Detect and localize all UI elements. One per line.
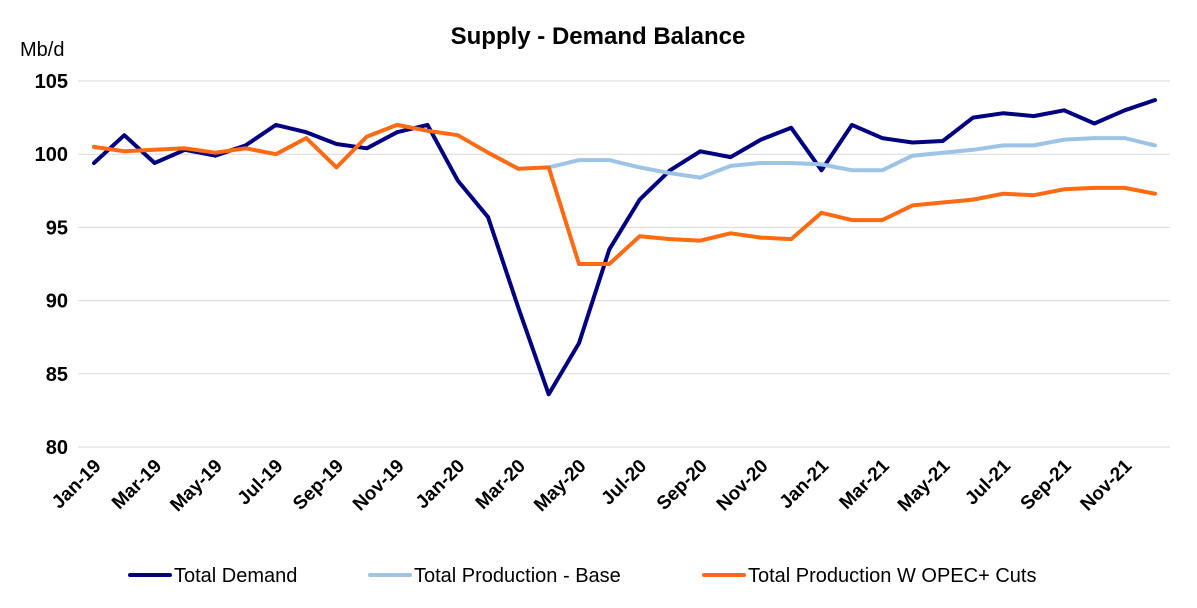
x-tick-label: Sep-20 xyxy=(653,456,712,515)
y-axis-ticks: 80 85 90 95 100 105 xyxy=(35,71,68,459)
chart-title: Supply - Demand Balance xyxy=(451,23,746,50)
x-tick-label: Mar-21 xyxy=(836,455,894,513)
x-tick-label: Jul-21 xyxy=(961,455,1015,509)
legend-label-3: Total Production W OPEC+ Cuts xyxy=(748,565,1036,587)
x-tick-label: Sep-19 xyxy=(289,456,348,515)
y-tick-label: 105 xyxy=(35,71,68,93)
series-line-2 xyxy=(546,136,1157,180)
y-tick-label: 85 xyxy=(46,364,68,386)
x-tick-label: May-19 xyxy=(166,456,226,516)
x-tick-label: Jan-20 xyxy=(412,456,469,513)
x-tick-label: May-20 xyxy=(530,456,590,516)
series-line-1 xyxy=(92,98,1157,397)
x-tick-label: Mar-20 xyxy=(472,456,530,514)
x-tick-label: May-21 xyxy=(894,455,955,516)
grid-layer xyxy=(78,80,1170,448)
legend-label-1: Total Demand xyxy=(174,565,297,587)
y-tick-label: 90 xyxy=(46,291,68,313)
x-tick-label: Sep-21 xyxy=(1017,455,1076,514)
y-tick-label: 100 xyxy=(35,144,68,166)
series-line-3 xyxy=(92,122,1157,266)
x-tick-label: Mar-19 xyxy=(108,456,166,514)
x-tick-label: Jan-21 xyxy=(776,455,834,513)
y-unit-label: Mb/d xyxy=(20,39,64,61)
y-tick-label: 95 xyxy=(46,217,68,239)
legend: Total Demand Total Production - Base Total… xyxy=(128,565,1036,587)
x-tick-label: Nov-20 xyxy=(713,456,773,516)
x-tick-label: Jan-19 xyxy=(48,456,105,513)
x-tick-label: Jul-19 xyxy=(234,456,288,510)
series-layer xyxy=(92,98,1157,397)
y-tick-label: 80 xyxy=(46,437,68,459)
x-tick-label: Nov-21 xyxy=(1077,455,1137,515)
x-tick-label: Jul-20 xyxy=(598,456,652,510)
x-axis-ticks: Jan-19 Mar-19 May-19 Jul-19 Sep-19 Nov-19 Jan-… xyxy=(48,455,1136,516)
legend-label-2: Total Production - Base xyxy=(414,565,621,587)
x-tick-label: Nov-19 xyxy=(349,456,409,516)
